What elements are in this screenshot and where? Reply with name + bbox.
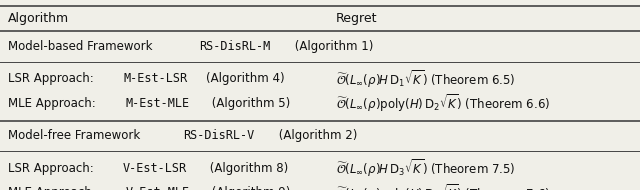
Text: $\widetilde{\mathcal{O}}(L_\infty(\rho)H\,\mathrm{D}_3\sqrt{K})$ (Theorem 7.5): $\widetilde{\mathcal{O}}(L_\infty(\rho)H… — [336, 157, 515, 179]
Text: M-Est-MLE: M-Est-MLE — [125, 97, 190, 110]
Text: (Algorithm 2): (Algorithm 2) — [275, 129, 358, 142]
Text: LSR Approach:: LSR Approach: — [8, 162, 97, 175]
Text: (Algorithm 9): (Algorithm 9) — [209, 186, 291, 190]
Text: (Algorithm 4): (Algorithm 4) — [206, 72, 285, 85]
Text: Algorithm: Algorithm — [8, 12, 69, 25]
Text: LSR Approach:: LSR Approach: — [8, 72, 97, 85]
Text: (Algorithm 8): (Algorithm 8) — [206, 162, 288, 175]
Text: MLE Approach:: MLE Approach: — [8, 97, 99, 110]
Text: Model-free Framework: Model-free Framework — [8, 129, 144, 142]
Text: $\widetilde{\mathcal{O}}(L_\infty(\rho)\mathrm{poly}(H)\,\mathrm{D}_2\sqrt{K})$ : $\widetilde{\mathcal{O}}(L_\infty(\rho)\… — [336, 93, 550, 114]
Text: Regret: Regret — [336, 12, 378, 25]
Text: MLE Approach:: MLE Approach: — [8, 186, 99, 190]
Text: $\widetilde{\mathcal{O}}(L_\infty(\rho)\mathrm{poly}(H)\,\mathrm{D}_4\sqrt{K})$ : $\widetilde{\mathcal{O}}(L_\infty(\rho)\… — [336, 182, 550, 190]
Text: RS-DisRL-M: RS-DisRL-M — [199, 40, 270, 53]
Text: M-Est-LSR: M-Est-LSR — [123, 72, 188, 85]
Text: Model-based Framework: Model-based Framework — [8, 40, 156, 53]
Text: (Algorithm 1): (Algorithm 1) — [291, 40, 373, 53]
Text: (Algorithm 5): (Algorithm 5) — [209, 97, 291, 110]
Text: $\widetilde{\mathcal{O}}(L_\infty(\rho)H\,\mathrm{D}_1\sqrt{K})$ (Theorem 6.5): $\widetilde{\mathcal{O}}(L_\infty(\rho)H… — [336, 68, 515, 90]
Text: V-Est-MLE: V-Est-MLE — [125, 186, 190, 190]
Text: RS-DisRL-V: RS-DisRL-V — [183, 129, 255, 142]
Text: V-Est-LSR: V-Est-LSR — [123, 162, 188, 175]
